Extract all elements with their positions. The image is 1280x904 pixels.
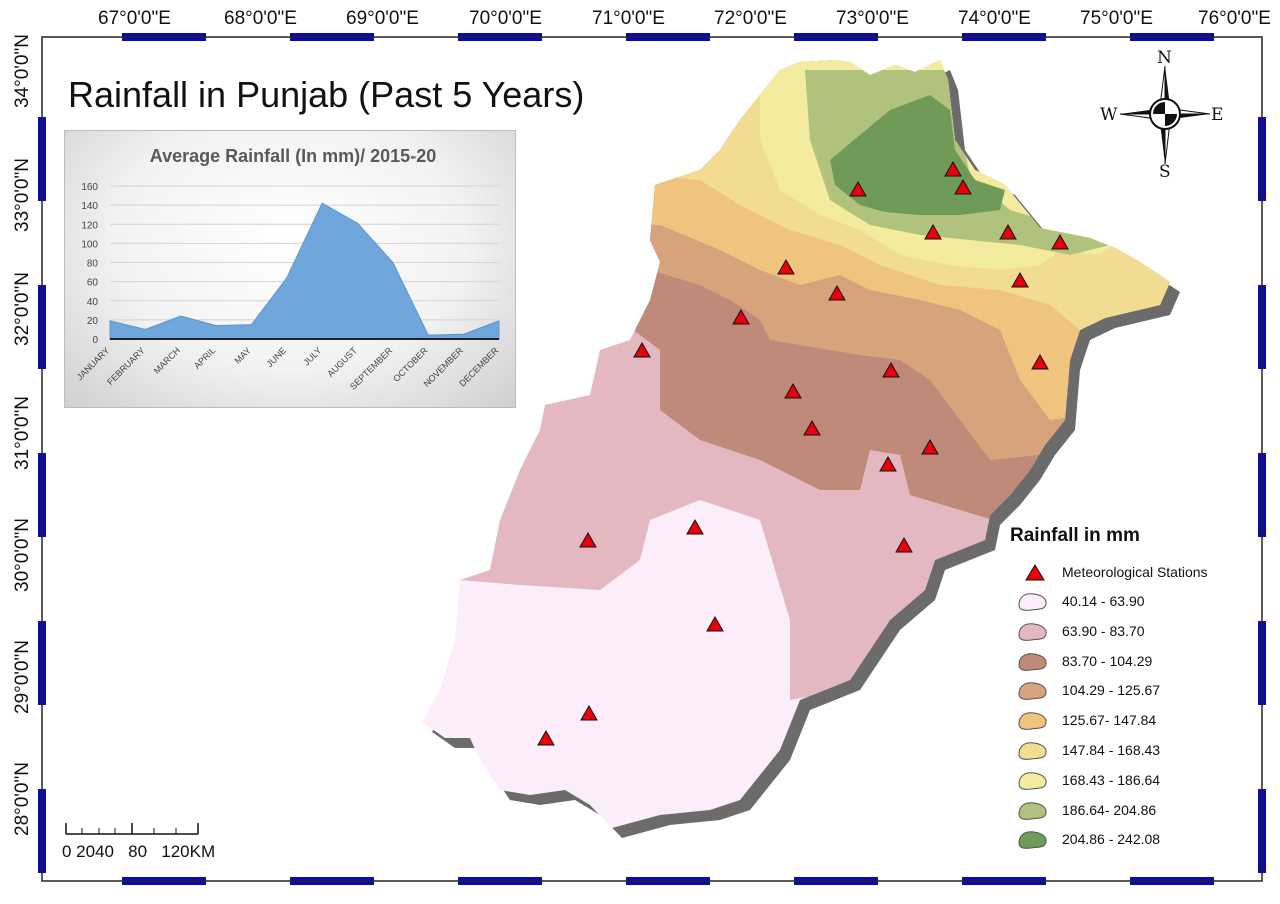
legend-class: 186.64- 204.86	[1016, 799, 1256, 823]
legend-class: 104.29 - 125.67	[1016, 679, 1256, 703]
chart-ytick-label: 160	[81, 182, 98, 193]
compass-south: S	[1159, 162, 1171, 182]
longitude-label: 70°0'0"E	[469, 8, 542, 29]
legend-class-label: 125.67- 147.84	[1062, 712, 1157, 729]
chart-ytick-label: 80	[87, 259, 99, 270]
legend-swatch-icon	[1018, 623, 1047, 641]
station-marker	[944, 160, 962, 177]
station-marker	[849, 180, 867, 197]
legend-swatch-icon	[1018, 742, 1047, 760]
station-marker	[633, 341, 651, 358]
station-marker	[924, 223, 942, 240]
scale-bar	[65, 823, 199, 835]
legend-class-label: 204.86 - 242.08	[1062, 831, 1161, 848]
longitude-label: 73°0'0"E	[836, 8, 909, 29]
legend-class: 63.90 - 83.70	[1016, 620, 1256, 644]
legend-class-label: 186.64- 204.86	[1062, 801, 1157, 818]
rainfall-chart-panel: Average Rainfall (In mm)/ 2015-20 0 20 40 6…	[64, 130, 516, 408]
station-marker	[921, 438, 939, 455]
legend-class-label: 40.14 - 63.90	[1062, 593, 1145, 609]
legend-title: Rainfall in mm	[1010, 525, 1140, 546]
compass-north: N	[1157, 48, 1172, 68]
station-marker	[895, 536, 913, 553]
scale-bar-label: 0 2040 80 120KM	[62, 842, 216, 861]
chart-ytick-label: 20	[87, 316, 99, 327]
station-marker	[882, 361, 900, 378]
legend-stations: Meteorological Stations	[1016, 561, 1256, 585]
legend-class-label: 104.29 - 125.67	[1062, 682, 1161, 699]
station-triangle-icon	[1025, 564, 1045, 581]
legend-class: 204.86 - 242.08	[1016, 828, 1256, 852]
station-marker	[828, 284, 846, 301]
legend-class: 125.67- 147.84	[1016, 709, 1256, 733]
longitude-label: 69°0'0"E	[346, 8, 419, 29]
chart-area-series	[109, 202, 500, 340]
legend-class-label: 168.43 - 186.64	[1062, 771, 1161, 788]
station-marker	[777, 258, 795, 275]
chart-ytick-label: 100	[81, 239, 98, 250]
legend-class: 40.14 - 63.90	[1016, 590, 1256, 614]
station-marker	[537, 729, 555, 746]
chart-xtick-label: FEBRUARY	[105, 345, 147, 387]
station-marker	[732, 308, 750, 325]
station-marker	[579, 531, 597, 548]
station-marker	[999, 223, 1017, 240]
chart-xtick-label: JUNE	[265, 345, 289, 369]
compass-rose	[1120, 66, 1210, 165]
chart-xtick-label: APRIL	[192, 345, 217, 370]
longitude-label: 72°0'0"E	[714, 8, 787, 29]
longitude-label: 71°0'0"E	[592, 8, 665, 29]
longitude-label: 68°0'0"E	[224, 8, 297, 29]
chart-ytick-label: 0	[92, 335, 98, 346]
legend-swatch-icon	[1018, 831, 1047, 850]
legend-class: 83.70 - 104.29	[1016, 650, 1256, 674]
legend-class: 168.43 - 186.64	[1016, 769, 1256, 793]
chart-ytick-label: 140	[81, 201, 98, 212]
station-marker	[1011, 271, 1029, 288]
longitude-label: 76°0'0"E	[1198, 8, 1271, 29]
longitude-label: 75°0'0"E	[1080, 8, 1153, 29]
chart-xtick-label: JANUARY	[75, 345, 112, 382]
station-marker	[1051, 233, 1069, 250]
chart-xtick-label: MARCH	[152, 345, 182, 375]
map-frame	[38, 33, 1266, 885]
legend-swatch-icon	[1018, 801, 1047, 820]
legend-class: 147.84 - 168.43	[1016, 739, 1256, 763]
longitude-label: 74°0'0"E	[958, 8, 1031, 29]
legend-stations-label: Meteorological Stations	[1062, 564, 1208, 580]
chart-title: Average Rainfall (In mm)/ 2015-20	[150, 146, 436, 166]
station-marker	[580, 704, 598, 721]
station-marker	[686, 518, 704, 535]
station-marker	[1031, 353, 1049, 370]
station-marker	[706, 615, 724, 632]
legend-class-label: 63.90 - 83.70	[1062, 622, 1145, 639]
legend-swatch-icon	[1018, 772, 1047, 790]
legend-class-label: 147.84 - 168.43	[1062, 742, 1161, 758]
legend-swatch-icon	[1018, 652, 1047, 671]
compass-east: E	[1211, 105, 1224, 125]
chart-xtick-label: JULY	[301, 345, 323, 367]
legend-class-label: 83.70 - 104.29	[1062, 652, 1153, 669]
chart-ytick-label: 120	[81, 220, 98, 231]
compass-west: W	[1100, 105, 1118, 125]
station-marker	[879, 455, 897, 472]
average-rainfall-chart: Average Rainfall (In mm)/ 2015-20 0 20 40 6…	[75, 146, 501, 392]
map-title: Rainfall in Punjab (Past 5 Years)	[68, 74, 585, 115]
chart-ytick-label: 60	[87, 278, 99, 289]
station-marker	[954, 178, 972, 195]
station-marker	[803, 419, 821, 436]
station-marker	[784, 382, 802, 399]
legend-swatch-icon	[1018, 682, 1047, 701]
chart-xtick-label: MAY	[232, 345, 252, 365]
longitude-label: 67°0'0"E	[98, 8, 171, 29]
chart-xtick-label: AUGUST	[325, 345, 359, 379]
chart-ytick-label: 40	[87, 297, 99, 308]
legend-swatch-icon	[1018, 593, 1047, 611]
legend-swatch-icon	[1018, 712, 1047, 731]
